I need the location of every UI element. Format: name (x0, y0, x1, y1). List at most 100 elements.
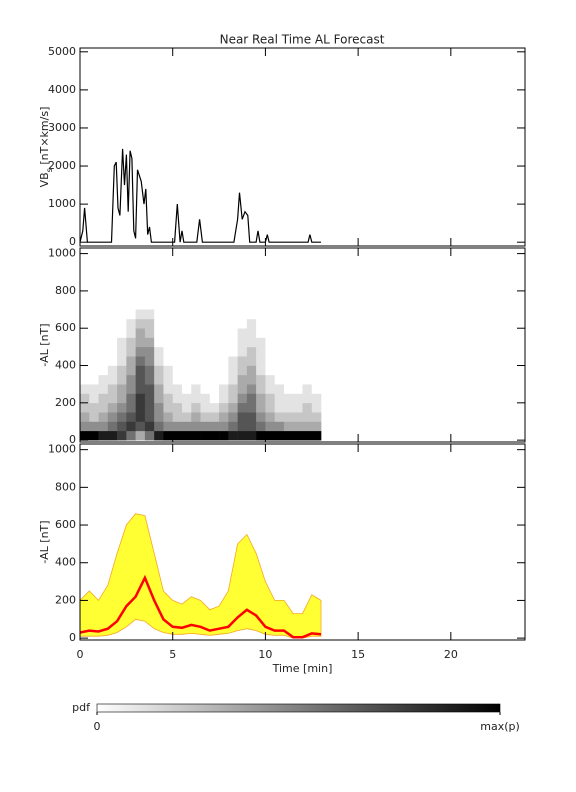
heat-cell (209, 430, 220, 441)
heat-cell (98, 412, 109, 422)
heat-cell (256, 318, 266, 329)
heat-cell (80, 430, 90, 441)
heat-cell (256, 421, 266, 432)
heat-cell (126, 393, 136, 404)
heat-cell (293, 421, 303, 432)
heat-cell (172, 430, 183, 441)
heat-cell (283, 356, 294, 366)
heat-cell (181, 365, 192, 376)
heat-cell (219, 430, 229, 441)
heat-cell (89, 356, 99, 366)
heat-cell (163, 412, 174, 422)
heat-cell (191, 337, 201, 348)
heat-cell (163, 309, 174, 320)
heat-cell (283, 402, 294, 413)
heat-cell (154, 412, 164, 422)
heat-cell (209, 412, 220, 422)
heat-cell (144, 318, 155, 329)
heat-cell (107, 309, 118, 320)
plot-frame (79, 247, 526, 443)
heat-cell (163, 421, 174, 432)
heat-cell (144, 365, 155, 376)
heat-cell (80, 412, 90, 422)
heat-cell (89, 384, 99, 394)
heat-cell (311, 374, 322, 385)
heat-cell (126, 402, 136, 413)
heat-cell (200, 402, 211, 413)
heat-cell (228, 309, 238, 320)
heat-cell (98, 356, 109, 366)
heat-cell (126, 384, 136, 394)
heat-cell (256, 412, 266, 422)
heat-cell (107, 393, 118, 404)
heat-cell (107, 346, 118, 357)
heat-cell (191, 328, 201, 338)
heat-cell (219, 384, 229, 394)
plot-frame (79, 47, 526, 247)
heat-cell (265, 393, 275, 404)
heat-cell (302, 421, 313, 432)
heat-cell (107, 384, 118, 394)
y-tick-label: 200 (55, 396, 76, 409)
heat-cell (172, 365, 183, 376)
heat-cell (98, 421, 109, 432)
heat-cell (191, 318, 201, 329)
heat-cell (283, 309, 294, 320)
x-tick-label: 15 (351, 648, 365, 661)
heat-cell (154, 309, 164, 320)
heat-cell (144, 421, 155, 432)
heat-cell (163, 374, 174, 385)
heat-cell (311, 328, 322, 338)
heat-cell (302, 430, 313, 441)
heat-cell (163, 328, 174, 338)
heat-cell (311, 402, 322, 413)
y-tick-label: 800 (55, 480, 76, 493)
heat-cell (117, 412, 127, 422)
heat-cell (163, 337, 174, 348)
panel (79, 148, 321, 243)
heat-cell (265, 402, 275, 413)
heat-cell (163, 365, 174, 376)
heat-cell (274, 412, 285, 422)
heat-cell (256, 384, 266, 394)
heat-cell (135, 365, 146, 376)
heat-cell (274, 421, 285, 432)
x-tick-label: 10 (258, 648, 272, 661)
heat-cell (274, 337, 285, 348)
heat-cell (80, 318, 90, 329)
heat-cell (117, 318, 127, 329)
heat-cell (98, 346, 109, 357)
heat-cell (246, 421, 257, 432)
y-tick-label: 5000 (48, 45, 76, 58)
heat-cell (181, 374, 192, 385)
heat-cell (228, 430, 238, 441)
heat-cell (302, 309, 313, 320)
heat-cell (209, 374, 220, 385)
panel (79, 513, 322, 639)
heat-cell (228, 384, 238, 394)
heat-cell (209, 328, 220, 338)
heat-cell (209, 384, 220, 394)
heat-cell (117, 374, 127, 385)
heat-cell (126, 346, 136, 357)
heat-cell (172, 393, 183, 404)
heat-cell (209, 346, 220, 357)
heat-cell (200, 374, 211, 385)
heat-cell (302, 356, 313, 366)
heat-cell (191, 421, 201, 432)
heat-cell (107, 337, 118, 348)
y-tick-label: 600 (55, 518, 76, 531)
heat-cell (126, 309, 136, 320)
y-tick-label: 400 (55, 556, 76, 569)
heat-cell (144, 393, 155, 404)
heat-cell (98, 365, 109, 376)
heat-cell (191, 412, 201, 422)
heat-cell (265, 356, 275, 366)
data-line (79, 148, 321, 243)
heat-cell (302, 346, 313, 357)
y-tick-label: 1000 (48, 197, 76, 210)
heat-cell (126, 421, 136, 432)
heat-cell (219, 318, 229, 329)
heat-cell (283, 365, 294, 376)
